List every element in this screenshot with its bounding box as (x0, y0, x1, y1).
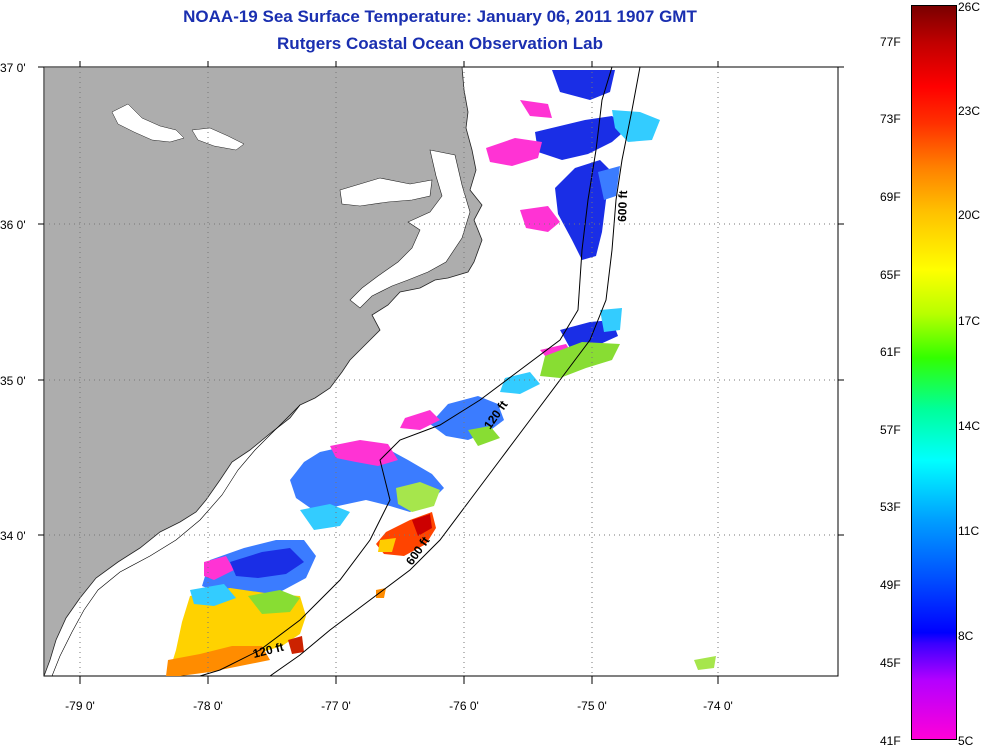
land-mass (44, 67, 483, 676)
depth-contours (51, 67, 641, 676)
cb-f-61: 61F (880, 345, 901, 359)
cb-f-45: 45F (880, 656, 901, 670)
cb-f-65: 65F (880, 268, 901, 282)
lat-label-36: 36 0' (0, 218, 26, 232)
lon-label-75: -75 0' (577, 699, 607, 713)
temperature-colorbar (911, 5, 957, 740)
cb-f-53: 53F (880, 500, 901, 514)
cb-c-14: 14C (958, 419, 981, 433)
lon-label-74: -74 0' (703, 699, 733, 713)
cb-f-73: 73F (880, 112, 901, 126)
cb-f-69: 69F (880, 190, 901, 204)
cb-c-20: 20C (958, 208, 981, 222)
pamlico-sound (349, 149, 471, 309)
inland-lake (111, 103, 185, 143)
cb-f-77: 77F (880, 35, 901, 49)
lat-label-37: 37 0' (0, 61, 26, 75)
lon-label-76: -76 0' (449, 699, 479, 713)
lat-label-34: 34 0' (0, 529, 26, 543)
axis-ticks (38, 61, 844, 684)
contour-label-600-north: 600 ft (615, 190, 630, 222)
cb-c-17: 17C (958, 314, 981, 328)
albemarle-sound (339, 177, 433, 207)
cb-c-8: 8C (958, 629, 974, 643)
cb-f-49: 49F (880, 578, 901, 592)
contour-120ft (199, 67, 613, 676)
lon-label-78: -78 0' (193, 699, 223, 713)
inland-lake-2 (191, 127, 245, 151)
cb-c-11: 11C (958, 524, 980, 538)
lon-label-77: -77 0' (321, 699, 351, 713)
cb-c-26: 26C (958, 0, 981, 14)
map-title: NOAA-19 Sea Surface Temperature: January… (183, 7, 697, 26)
lat-label-35: 35 0' (0, 374, 26, 388)
map-subtitle: Rutgers Coastal Ocean Observation Lab (277, 34, 603, 53)
lon-label-79: -79 0' (65, 699, 95, 713)
cb-f-57: 57F (880, 423, 901, 437)
cb-c-5: 5C (958, 734, 974, 748)
cb-f-41: 41F (880, 734, 901, 748)
contour-600ft (269, 67, 641, 676)
coastal-shelf-line (51, 404, 301, 676)
cb-c-23: 23C (958, 104, 981, 118)
